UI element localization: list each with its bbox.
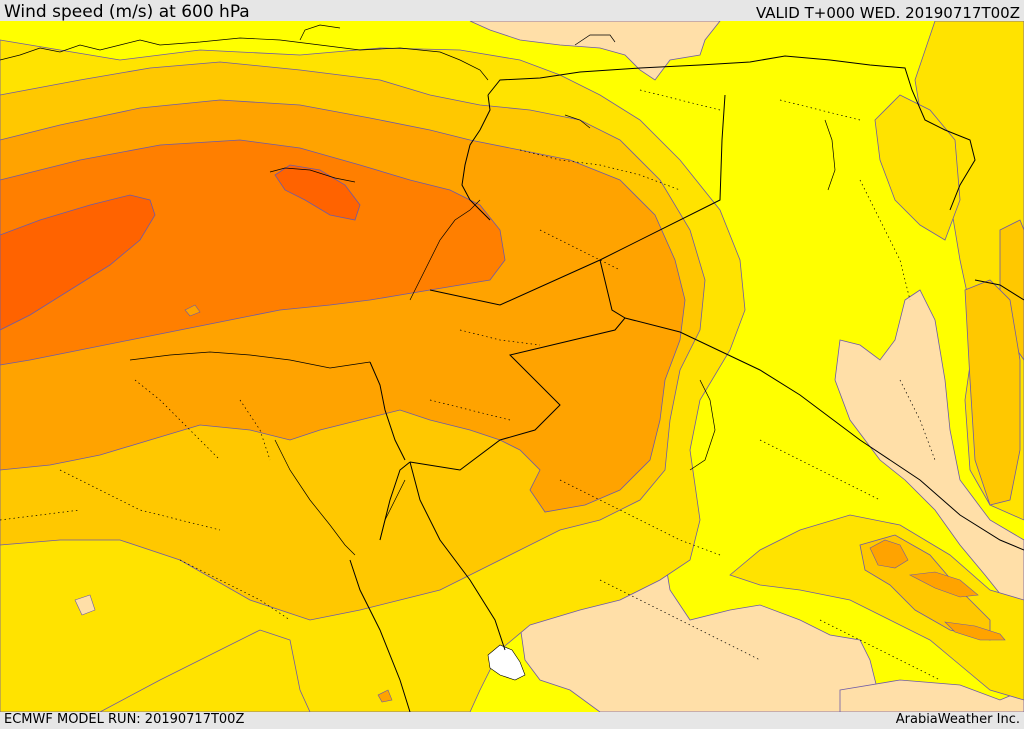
wind-band-2-east-strip (964, 279, 1021, 506)
provider-label: ArabiaWeather Inc. (895, 712, 1020, 727)
footer-bar: ECMWF MODEL RUN: 20190717T00Z ArabiaWeat… (0, 712, 1024, 729)
admin-boundaries (0, 89, 941, 681)
country-borders (349, 55, 1024, 712)
title-bar: Wind speed (m/s) at 600 hPa VALID T+000 … (0, 0, 1024, 22)
band-3-blob (184, 304, 201, 317)
calm-region-north (469, 21, 721, 81)
wind-band-1-southeast (729, 514, 1024, 701)
coastlines (0, 24, 836, 556)
band-3-strip-se2 (944, 621, 1006, 641)
band-4-patch-se (869, 539, 909, 569)
wind-band-1-south (99, 629, 311, 712)
band-3-blob2 (377, 689, 393, 703)
model-run-label: ECMWF MODEL RUN: 20190717T00Z (4, 712, 245, 727)
calm-patch-1 (74, 594, 96, 616)
valid-time: VALID T+000 WED. 20190717T00Z (755, 4, 1020, 22)
wind-band-5-core (274, 164, 361, 221)
chart-title: Wind speed (m/s) at 600 hPa (4, 2, 250, 22)
band-3-strip-se (908, 571, 979, 598)
map-canvas (0, 21, 1024, 712)
wind-band-5 (0, 194, 156, 331)
wind-band-1-midnorth (874, 94, 961, 241)
wind-map (0, 21, 1024, 712)
calm-region-east (834, 289, 1024, 621)
